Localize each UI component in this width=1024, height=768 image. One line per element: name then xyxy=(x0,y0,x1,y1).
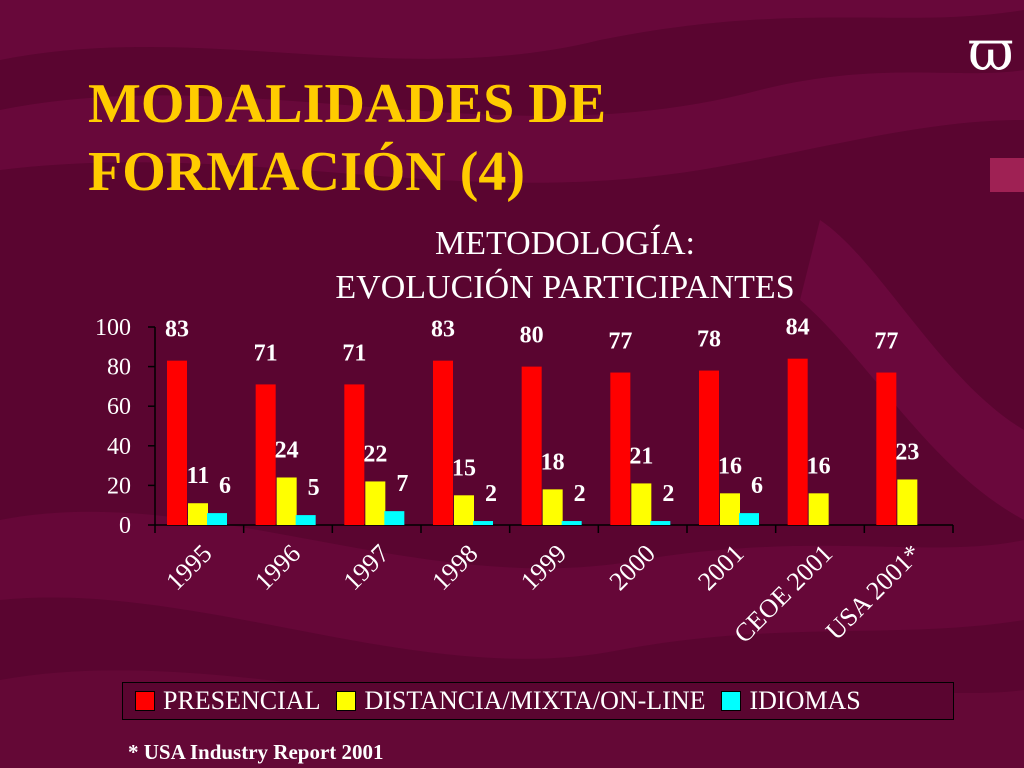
legend-swatch-distancia xyxy=(336,691,357,711)
data-label: 11 xyxy=(187,463,210,489)
data-label: 2 xyxy=(485,481,497,507)
data-label: 7 xyxy=(396,471,408,497)
bar xyxy=(631,483,652,525)
x-tick-label: 1996 xyxy=(249,539,306,596)
data-label: 2 xyxy=(662,481,674,507)
data-label: 71 xyxy=(254,340,278,366)
x-tick-label: 2000 xyxy=(604,539,661,596)
bar xyxy=(167,360,187,525)
x-tick-label: 1999 xyxy=(515,539,572,596)
y-tick-label: 0 xyxy=(119,513,131,539)
y-tick-label: 40 xyxy=(107,434,131,460)
legend-item-idiomas: IDIOMAS xyxy=(721,686,861,716)
legend-item-distancia: DISTANCIA/MIXTA/ON-LINE xyxy=(336,686,705,716)
chart-title: METODOLOGÍA: EVOLUCIÓN PARTICIPANTES xyxy=(290,222,840,310)
data-label: 83 xyxy=(431,317,455,343)
data-label: 77 xyxy=(874,329,898,355)
bar xyxy=(699,370,719,525)
bar xyxy=(808,493,829,525)
x-tick-label: 1995 xyxy=(160,539,217,596)
bar xyxy=(542,489,563,525)
bar xyxy=(384,511,405,525)
data-label: 2 xyxy=(574,481,586,507)
x-tick-label: 2001 xyxy=(692,539,749,596)
data-label: 15 xyxy=(452,455,476,481)
y-tick-label: 80 xyxy=(107,355,131,381)
bar xyxy=(344,384,365,525)
data-label: 5 xyxy=(308,475,320,501)
bar xyxy=(561,521,582,525)
bar xyxy=(454,495,474,525)
data-label: 6 xyxy=(751,473,763,499)
data-label: 22 xyxy=(363,441,387,467)
data-label: 6 xyxy=(219,473,231,499)
bar xyxy=(897,479,918,525)
bar xyxy=(876,372,897,525)
bar xyxy=(610,372,631,525)
data-label: 83 xyxy=(165,317,189,343)
legend-swatch-idiomas xyxy=(721,691,742,711)
data-label: 16 xyxy=(807,453,831,479)
y-tick-label: 60 xyxy=(107,394,131,420)
data-label: 18 xyxy=(541,449,565,475)
bar xyxy=(473,521,493,525)
bar xyxy=(188,503,208,525)
bar xyxy=(650,521,671,525)
omega-logo-icon: ϖ xyxy=(968,19,1014,84)
bar xyxy=(276,477,297,525)
x-tick-label: USA 2001* xyxy=(820,539,927,646)
bar xyxy=(739,513,759,525)
bar xyxy=(255,384,276,525)
data-label: 23 xyxy=(895,439,919,465)
legend-label-distancia: DISTANCIA/MIXTA/ON-LINE xyxy=(364,686,706,715)
legend-label-idiomas: IDIOMAS xyxy=(749,686,861,715)
x-tick-label: 1997 xyxy=(338,539,395,596)
bar xyxy=(787,358,808,525)
data-label: 77 xyxy=(608,329,632,355)
data-label: 80 xyxy=(520,323,544,349)
y-tick-label: 20 xyxy=(107,473,131,499)
data-label: 21 xyxy=(629,443,653,469)
slide-title: MODALIDADES DE FORMACIÓN (4) xyxy=(88,70,606,206)
y-tick-label: 100 xyxy=(95,315,131,341)
bar xyxy=(720,493,740,525)
legend-item-presencial: PRESENCIAL xyxy=(135,686,320,716)
chart-title-line-1: METODOLOGÍA: xyxy=(434,225,695,262)
chart-title-line-2: EVOLUCIÓN PARTICIPANTES xyxy=(335,269,795,306)
slide-title-line-2: FORMACIÓN (4) xyxy=(88,141,526,203)
bar xyxy=(295,515,316,525)
chart-legend: PRESENCIAL DISTANCIA/MIXTA/ON-LINE IDIOM… xyxy=(122,682,954,720)
data-label: 24 xyxy=(275,437,299,463)
slide-title-line-1: MODALIDADES DE xyxy=(88,73,607,135)
legend-swatch-presencial xyxy=(135,691,155,711)
footnote: * USA Industry Report 2001 xyxy=(128,740,384,764)
data-label: 78 xyxy=(697,327,721,353)
bar xyxy=(207,513,227,525)
data-label: 71 xyxy=(342,340,366,366)
data-label: 16 xyxy=(718,453,742,479)
bar xyxy=(365,481,386,525)
bar xyxy=(521,366,542,525)
x-tick-label: 1998 xyxy=(426,539,483,596)
legend-label-presencial: PRESENCIAL xyxy=(163,686,321,715)
bar xyxy=(433,360,453,525)
data-label: 84 xyxy=(786,315,810,341)
